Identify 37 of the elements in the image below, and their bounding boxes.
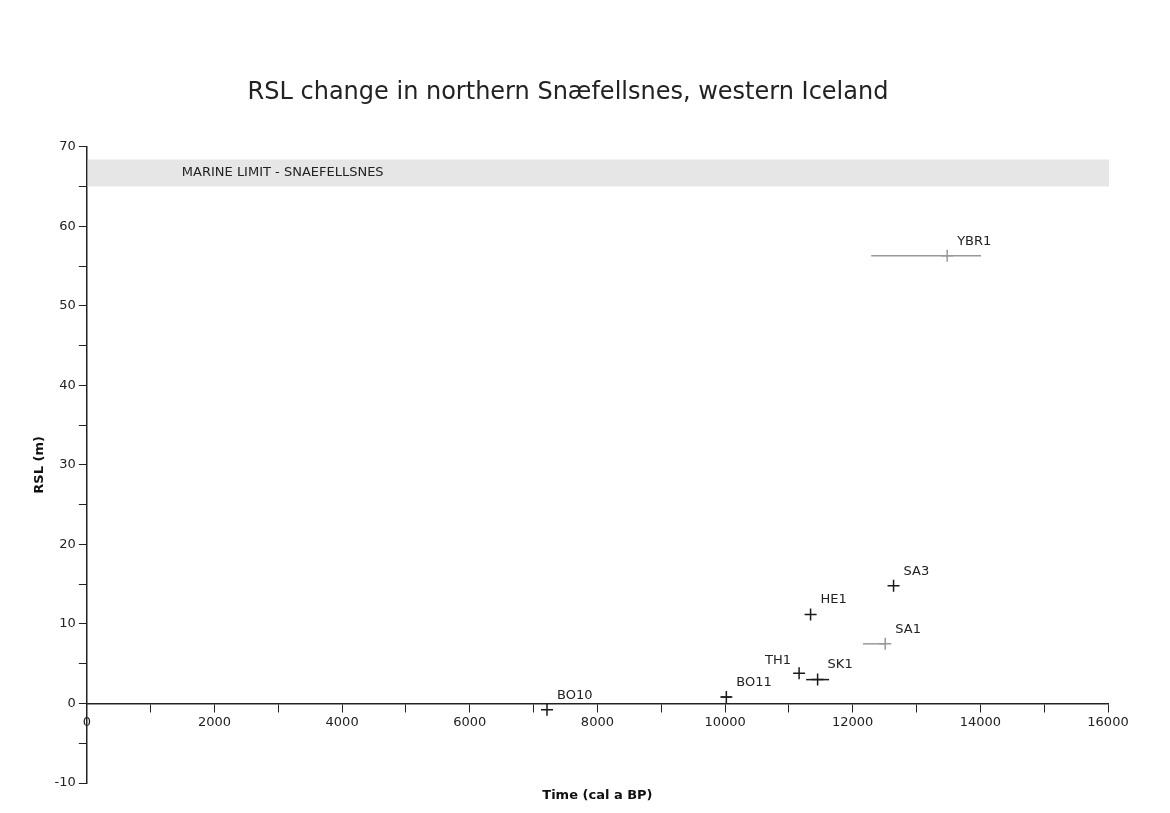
- y-tick-label: 60: [59, 217, 76, 233]
- x-tick-label: 2000: [197, 713, 232, 729]
- point: [878, 637, 893, 651]
- annotation: HE1: [820, 591, 847, 607]
- y-axis-title: RSL (m): [31, 436, 47, 494]
- x-tick-label: 4000: [325, 713, 359, 729]
- annotation: BO10: [557, 686, 593, 702]
- chart-title: RSL change in northern Snæfellsnes, western Iceland: [247, 76, 889, 105]
- y-tick-label: 50: [59, 297, 76, 313]
- point: [540, 703, 554, 717]
- y-tick-label: 30: [59, 456, 76, 472]
- annotation: SK1: [827, 656, 853, 672]
- y-tick-label: 20: [59, 535, 76, 551]
- x-tick-label: 16000: [1087, 713, 1129, 729]
- y-tick-label: 70: [59, 138, 76, 154]
- point: [719, 690, 734, 704]
- y-tick-label: 0: [67, 694, 76, 710]
- y-tick-label: -10: [54, 774, 76, 790]
- point: [886, 579, 901, 593]
- annotation: YBR1: [956, 232, 992, 248]
- x-tick-label: 8000: [580, 713, 614, 729]
- x-tick-label: 14000: [959, 713, 1002, 729]
- band-label: MARINE LIMIT - SNAEFELLSNES: [181, 164, 384, 180]
- y-tick-label: 10: [59, 615, 76, 631]
- y-tick-label: 40: [59, 376, 76, 392]
- x-tick-label: 10000: [704, 713, 746, 729]
- annotation: BO11: [736, 673, 772, 689]
- point: [810, 672, 825, 687]
- point: [792, 666, 806, 681]
- annotation: SA3: [903, 562, 930, 578]
- point: [803, 607, 818, 622]
- point: [940, 249, 954, 263]
- x-tick-label: 6000: [453, 713, 487, 729]
- annotation: TH1: [764, 652, 792, 668]
- x-tick-label: 12000: [832, 713, 874, 729]
- annotation: SA1: [895, 620, 921, 636]
- x-axis-title: Time (cal a BP): [542, 787, 653, 803]
